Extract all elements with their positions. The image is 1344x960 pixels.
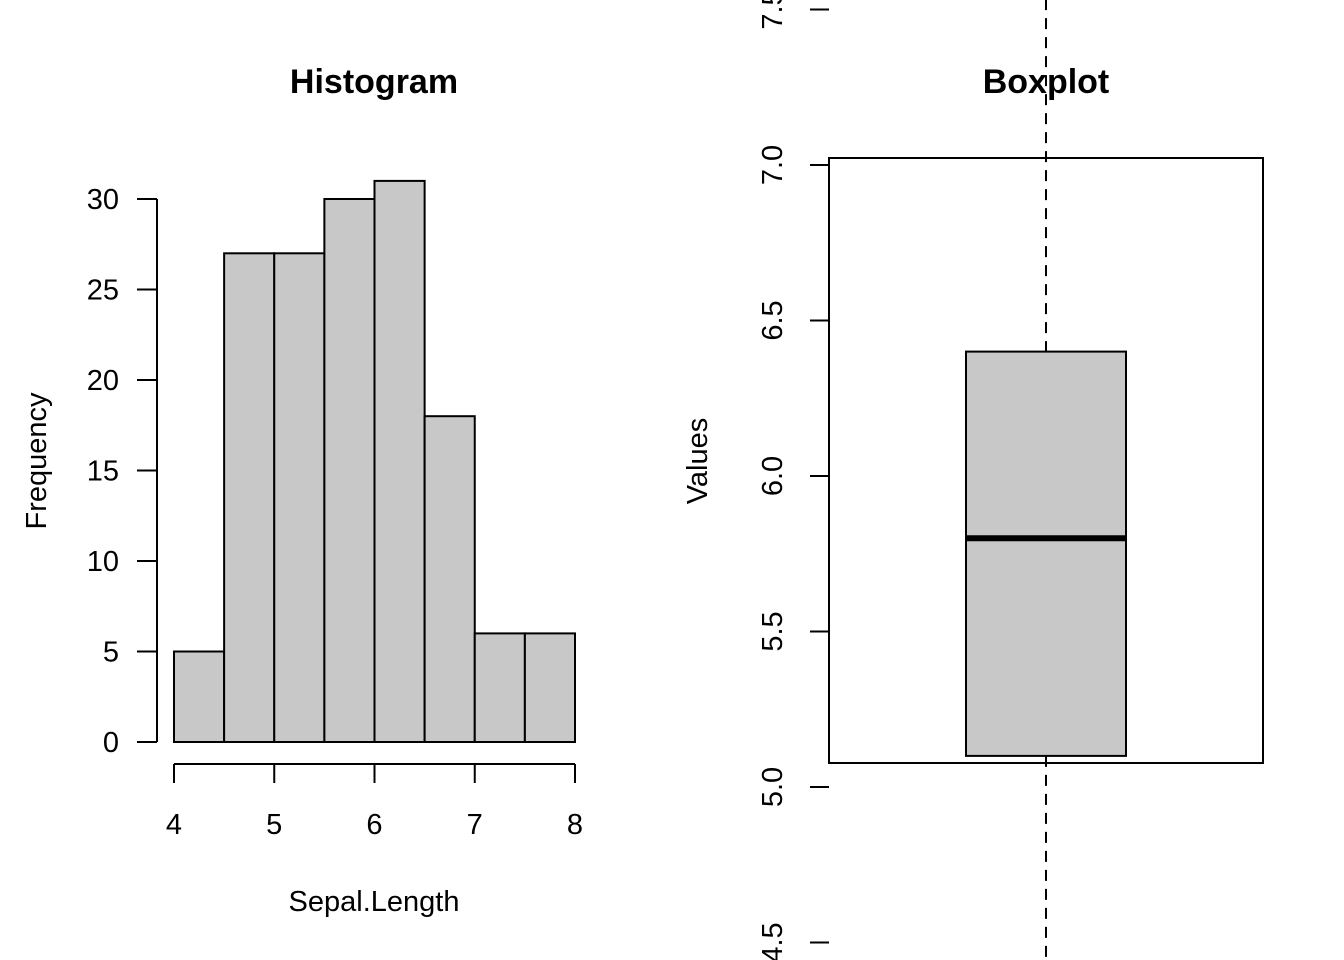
histogram-title: Histogram — [290, 63, 458, 101]
histogram-y-axis: 0 5 10 15 20 25 30 — [87, 184, 158, 759]
histogram-y-tick-label: 10 — [87, 546, 119, 578]
boxplot-y-tick-label: 6.0 — [757, 456, 789, 496]
boxplot-y-axis: 4.55.05.56.06.57.07.58.0 — [757, 0, 829, 960]
histogram-y-tick-label: 30 — [87, 184, 119, 216]
histogram-x-tick-label: 5 — [266, 809, 282, 841]
boxplot-y-axis-label: Values — [682, 418, 714, 505]
histogram-bar — [473, 632, 526, 744]
histogram-panel: Histogram Sepal.Length Frequency 4 5 6 7 8 0… — [21, 63, 583, 918]
histogram-y-tick-label: 15 — [87, 456, 119, 488]
histogram-x-axis: 4 5 6 7 8 — [166, 763, 583, 841]
histogram-bar — [523, 632, 576, 744]
histogram-bar — [273, 252, 326, 744]
boxplot-y-tick-label: 5.5 — [757, 611, 789, 651]
boxplot-box — [965, 350, 1127, 757]
histogram-y-tick-label: 5 — [103, 637, 119, 669]
boxplot-y-tick-label: 5.0 — [757, 767, 789, 807]
histogram-bar — [223, 252, 276, 744]
histogram-x-tick-label: 4 — [166, 809, 182, 841]
histogram-x-tick-label: 6 — [366, 809, 382, 841]
histogram-bar — [323, 198, 376, 743]
boxplot-y-tick-label: 7.0 — [757, 145, 789, 185]
histogram-y-tick-label: 20 — [87, 365, 119, 397]
histogram-y-tick-label: 0 — [103, 727, 119, 759]
boxplot-y-tick-label: 4.5 — [757, 922, 789, 960]
boxplot-y-tick-label: 6.5 — [757, 300, 789, 340]
histogram-bar — [173, 650, 226, 743]
histogram-bar — [373, 179, 426, 743]
histogram-bar — [423, 415, 476, 743]
histogram-bars — [173, 179, 576, 744]
histogram-y-axis-label: Frequency — [21, 392, 53, 530]
boxplot-panel: Boxplot Values 4.55.05.56.06.57.07.58.0 — [682, 0, 1264, 960]
histogram-x-tick-label: 8 — [567, 809, 583, 841]
histogram-y-tick-label: 25 — [87, 275, 119, 307]
boxplot-marks — [965, 0, 1127, 960]
histogram-x-tick-label: 7 — [467, 809, 483, 841]
boxplot-y-tick-label: 7.5 — [757, 0, 789, 30]
histogram-x-axis-label: Sepal.Length — [289, 886, 460, 918]
